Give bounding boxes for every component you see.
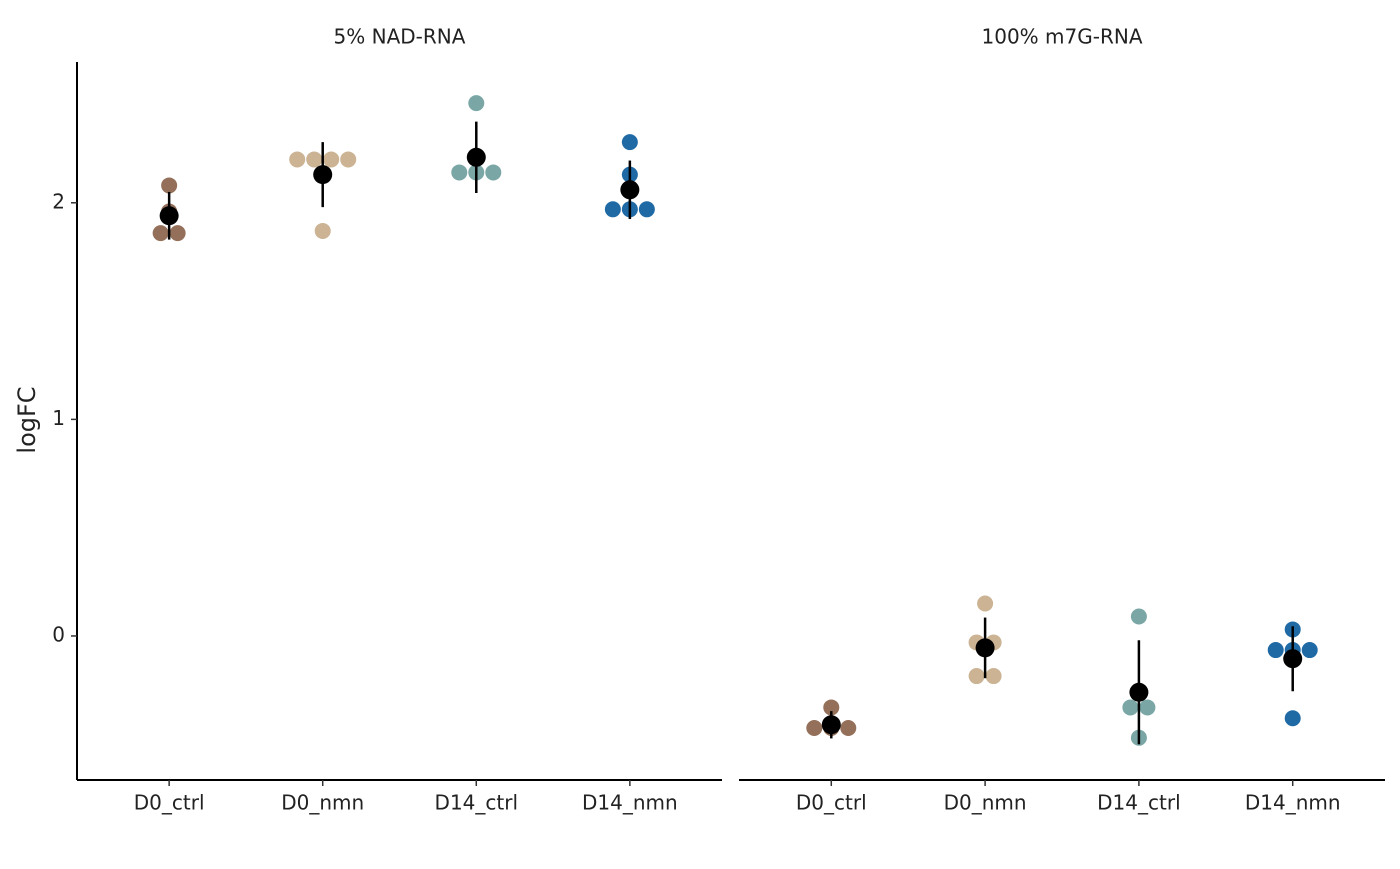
data-point bbox=[823, 699, 840, 716]
data-point bbox=[314, 222, 331, 239]
y-tick-label: 0 bbox=[52, 622, 65, 646]
x-tick-label: D14_ctrl bbox=[435, 791, 518, 815]
data-point bbox=[1301, 642, 1318, 659]
mean-point bbox=[313, 165, 333, 185]
data-point bbox=[161, 177, 178, 194]
data-point bbox=[638, 201, 655, 218]
data-point bbox=[1130, 608, 1147, 625]
x-tick-label: D0_nmn bbox=[944, 791, 1027, 815]
data-point bbox=[340, 151, 357, 168]
x-tick-label: D0_ctrl bbox=[796, 791, 867, 815]
mean-point bbox=[821, 715, 841, 735]
data-point bbox=[451, 164, 468, 181]
x-tick-label: D0_nmn bbox=[281, 791, 364, 815]
data-point bbox=[323, 151, 340, 168]
data-point bbox=[1122, 699, 1139, 716]
x-tick-label: D14_ctrl bbox=[1097, 791, 1180, 815]
data-point bbox=[169, 225, 186, 242]
y-tick-label: 2 bbox=[52, 189, 65, 213]
data-point bbox=[977, 595, 994, 612]
data-point bbox=[152, 225, 169, 242]
data-point bbox=[485, 164, 502, 181]
data-point bbox=[1139, 699, 1156, 716]
data-point bbox=[621, 134, 638, 151]
facet-title: 100% m7G-RNA bbox=[982, 25, 1143, 49]
x-tick-label: D14_nmn bbox=[1245, 791, 1341, 815]
data-point bbox=[604, 201, 621, 218]
mean-point bbox=[1283, 649, 1303, 669]
data-point bbox=[840, 720, 857, 737]
data-point bbox=[1284, 710, 1301, 727]
data-point bbox=[306, 151, 323, 168]
facet-title: 5% NAD-RNA bbox=[334, 25, 466, 49]
mean-point bbox=[620, 180, 640, 200]
y-tick-label: 1 bbox=[52, 406, 65, 430]
mean-point bbox=[159, 206, 179, 226]
x-tick-label: D14_nmn bbox=[582, 791, 678, 815]
data-point bbox=[289, 151, 306, 168]
y-axis-label: logFC bbox=[13, 386, 41, 453]
mean-point bbox=[1129, 682, 1149, 702]
data-point bbox=[1267, 642, 1284, 659]
data-point bbox=[468, 95, 485, 112]
data-point bbox=[985, 668, 1002, 685]
mean-point bbox=[466, 147, 486, 167]
x-tick-label: D0_ctrl bbox=[134, 791, 205, 815]
mean-point bbox=[975, 638, 995, 658]
data-point bbox=[806, 720, 823, 737]
data-point bbox=[968, 668, 985, 685]
